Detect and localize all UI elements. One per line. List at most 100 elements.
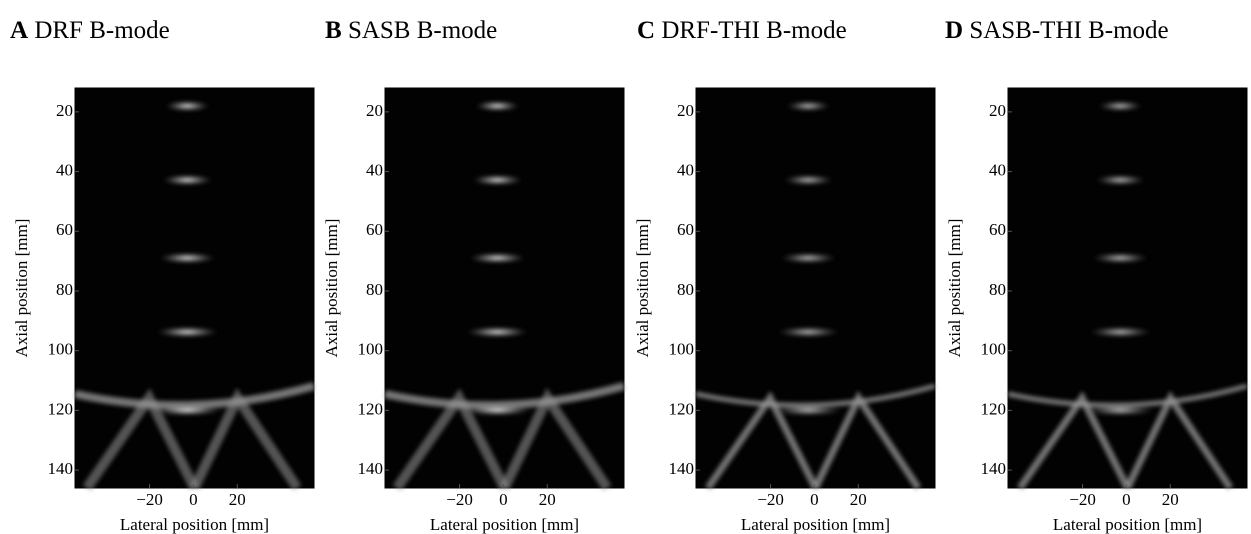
x-axis-label: Lateral position [mm]	[430, 515, 579, 534]
y-tick-label: 60	[366, 220, 383, 239]
y-tick-label: 140	[669, 459, 695, 478]
x-tick-label: 20	[850, 490, 867, 509]
wire	[1017, 391, 1131, 490]
reflector	[162, 175, 213, 185]
y-tick-label: 40	[989, 160, 1006, 179]
wire	[189, 387, 302, 491]
x-tick-label: 20	[1162, 490, 1179, 509]
x-tick-label: 20	[229, 490, 246, 509]
panel: B SASB B-mode 20 40 60 80 100 120 140 −20 0 20 Late…	[322, 17, 626, 534]
y-tick-label: 60	[677, 220, 694, 239]
reflector	[774, 405, 843, 416]
x-tick-label: −20	[136, 490, 163, 509]
wire	[1124, 390, 1234, 490]
reflector	[1098, 101, 1143, 111]
x-tick-label: 0	[499, 490, 508, 509]
panel-letter: C	[637, 17, 655, 44]
reflector	[783, 175, 834, 185]
panel-title-text: SASB-THI B-mode	[969, 17, 1168, 44]
reflector	[1089, 327, 1152, 337]
reflector	[165, 101, 210, 111]
y-tick-label: 140	[358, 459, 384, 478]
y-axis-label: Axial position [mm]	[945, 219, 964, 358]
y-tick-label: 140	[48, 459, 74, 478]
x-axis-label: Lateral position [mm]	[741, 515, 890, 534]
x-tick-label: 0	[189, 490, 198, 509]
y-tick-label: 40	[56, 160, 73, 179]
panel-letter: D	[945, 17, 963, 44]
y-tick-label: 60	[989, 220, 1006, 239]
membrane	[695, 383, 936, 408]
y-tick-label: 80	[366, 280, 383, 299]
reflector	[780, 253, 837, 263]
y-axis-label: Axial position [mm]	[12, 219, 31, 358]
x-tick-label: −20	[446, 490, 473, 509]
membrane	[1007, 383, 1248, 408]
reflector	[466, 327, 529, 337]
panel-title: A DRF B-mode	[10, 17, 170, 44]
speckle-image	[695, 101, 936, 490]
y-tick-label: 120	[981, 399, 1007, 418]
panel-title-text: DRF B-mode	[34, 17, 169, 44]
panel-title: B SASB B-mode	[325, 17, 497, 44]
wire	[499, 387, 612, 491]
panel: C DRF-THI B-mode 20 40 60 80 100 120 140 −20 0 20 L…	[633, 17, 936, 534]
panel: A DRF B-mode 20 40 60 80 100 120 140 −20 0 20 Later…	[10, 17, 316, 534]
y-axis-label: Axial position [mm]	[322, 219, 341, 358]
y-axis-label: Axial position [mm]	[633, 219, 652, 358]
x-tick-label: 0	[810, 490, 819, 509]
y-tick-label: 20	[56, 101, 73, 120]
speckle-image	[384, 101, 626, 491]
panel-title-text: DRF-THI B-mode	[661, 17, 846, 44]
y-tick-label: 40	[677, 160, 694, 179]
x-axis-label: Lateral position [mm]	[1053, 515, 1202, 534]
panel: D SASB-THI B-mode 20 40 60 80 100 120 140 −20 0 20…	[945, 17, 1248, 534]
y-tick-label: 120	[48, 399, 74, 418]
wire	[812, 390, 922, 490]
y-tick-label: 20	[989, 101, 1006, 120]
reflector	[475, 101, 520, 111]
y-tick-label: 100	[669, 340, 695, 359]
image-area	[384, 87, 625, 489]
wire	[392, 388, 509, 491]
y-tick-label: 100	[48, 340, 74, 359]
y-tick-label: 120	[669, 399, 695, 418]
x-tick-label: −20	[757, 490, 784, 509]
x-tick-label: −20	[1069, 490, 1096, 509]
y-tick-label: 80	[989, 280, 1006, 299]
speckle-image	[74, 101, 316, 491]
image-area	[1007, 87, 1248, 489]
image-area	[74, 87, 315, 489]
reflector	[777, 327, 840, 337]
reflector	[159, 253, 216, 263]
membrane	[74, 382, 316, 410]
reflector	[472, 175, 523, 185]
reflector	[786, 101, 831, 111]
reflector	[469, 253, 526, 263]
y-tick-label: 100	[981, 340, 1007, 359]
y-tick-label: 20	[366, 101, 383, 120]
y-tick-label: 100	[358, 340, 384, 359]
y-tick-label: 140	[981, 459, 1007, 478]
speckle-image	[1007, 101, 1248, 490]
membrane	[384, 382, 626, 410]
image-area	[695, 87, 936, 489]
x-axis-label: Lateral position [mm]	[120, 515, 269, 534]
reflector	[1092, 253, 1149, 263]
reflector	[1095, 175, 1146, 185]
x-tick-label: 0	[1122, 490, 1131, 509]
y-tick-label: 60	[56, 220, 73, 239]
y-tick-label: 20	[677, 101, 694, 120]
reflector	[1086, 405, 1155, 416]
panel-title: C DRF-THI B-mode	[637, 17, 847, 44]
y-tick-label: 120	[358, 399, 384, 418]
y-tick-label: 40	[366, 160, 383, 179]
y-tick-label: 80	[677, 280, 694, 299]
panel-title-text: SASB B-mode	[348, 17, 497, 44]
y-tick-label: 80	[56, 280, 73, 299]
wire	[705, 391, 819, 490]
reflector	[156, 327, 219, 337]
panel-letter: A	[10, 17, 28, 44]
panel-title: D SASB-THI B-mode	[945, 17, 1169, 44]
